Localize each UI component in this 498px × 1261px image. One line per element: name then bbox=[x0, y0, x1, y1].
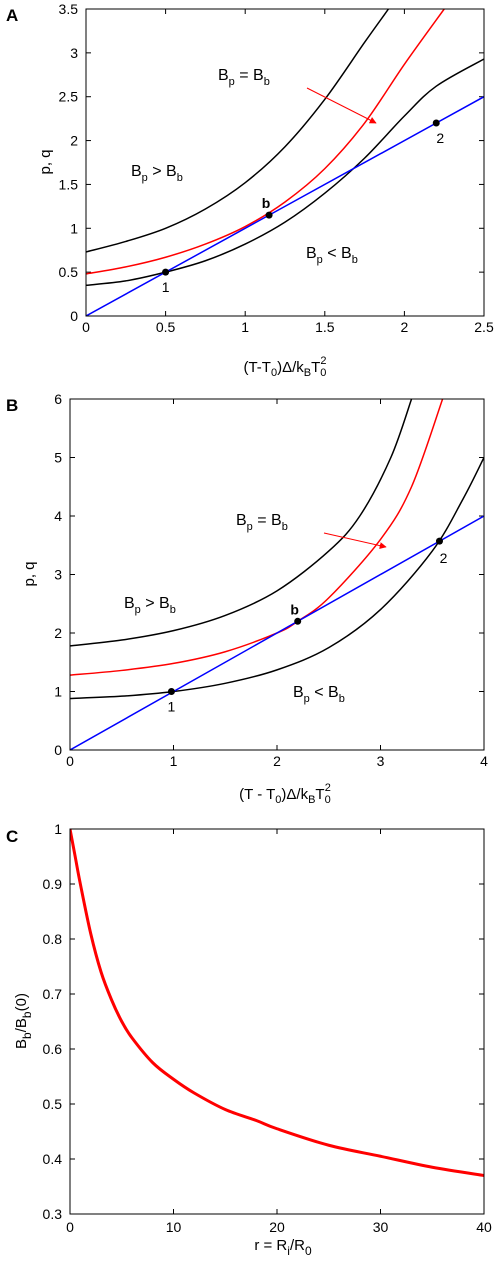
panel-a-xtick-label: 2 bbox=[401, 319, 409, 335]
panel-b-annotation-less: Bp < Bb bbox=[293, 684, 345, 705]
panel-b-series-line-1 bbox=[70, 457, 484, 700]
panel-b: B 0 1 2 3 4 0 1 2 3 4 5 6 1 b 2 p, q (T - T0)Δ/kBT02 B… bbox=[6, 391, 488, 806]
panel-a-ylabel: p, q bbox=[37, 149, 54, 174]
panel-b-plot: 0 1 2 3 4 0 1 2 3 4 5 6 1 b 2 bbox=[54, 391, 488, 769]
panel-c-ytick-label: 0.8 bbox=[43, 931, 63, 947]
panel-c-xtick-label: 0 bbox=[66, 1219, 74, 1235]
panel-b-ytick-label: 4 bbox=[54, 508, 62, 524]
panel-a-annotation-equal: Bp = Bb bbox=[218, 67, 270, 88]
panel-a-ytick-label: 1.5 bbox=[59, 176, 79, 192]
panel-a-annotation-less: Bp < Bb bbox=[306, 245, 358, 266]
panel-c-xtick-label: 30 bbox=[373, 1219, 389, 1235]
panel-b-xtick-label: 3 bbox=[377, 753, 385, 769]
panel-b-ytick-label: 3 bbox=[54, 567, 62, 583]
panel-b-ytick-label: 1 bbox=[54, 684, 62, 700]
panel-c-xtick-label: 40 bbox=[476, 1219, 492, 1235]
panel-a-point-label-b: b bbox=[262, 195, 271, 211]
panel-label-c: C bbox=[6, 827, 18, 846]
panel-b-ytick-label: 0 bbox=[54, 742, 62, 758]
panel-a-annotation-greater: Bp > Bb bbox=[131, 163, 183, 184]
panel-b-xtick-label: 1 bbox=[170, 753, 178, 769]
panel-b-xlabel: (T - T0)Δ/kBT02 bbox=[239, 782, 331, 806]
panel-a-xtick-label: 1.5 bbox=[315, 319, 335, 335]
panel-a-frame bbox=[85, 8, 485, 317]
panel-a-series-line-4 bbox=[86, 96, 484, 316]
panel-a-plot: 0 0.5 1 1.5 2 2.5 0 0.5 1 1.5 2 2.5 3 3.5 1 b 2 bbox=[59, 1, 494, 335]
panel-c-ytick-label: 0.5 bbox=[43, 1096, 63, 1112]
panel-b-series-line-4 bbox=[70, 515, 484, 750]
panel-a-ytick-label: 2.5 bbox=[59, 89, 79, 105]
panel-b-point-label-1: 1 bbox=[168, 699, 176, 715]
panel-c-series-line-1 bbox=[70, 829, 484, 1177]
panel-b-point-b bbox=[294, 617, 302, 625]
panel-c-plot: 0 10 20 30 40 0.3 0.4 0.5 0.6 0.7 0.8 0.9 1 bbox=[43, 821, 492, 1235]
panel-b-point-label-b: b bbox=[290, 601, 299, 617]
panel-a-xtick-label: 0.5 bbox=[156, 319, 176, 335]
panel-a-series-line-3 bbox=[86, 9, 390, 253]
panel-c-frame bbox=[69, 828, 485, 1215]
panel-b-xtick-label: 0 bbox=[66, 753, 74, 769]
panel-b-series-line-2 bbox=[70, 399, 444, 676]
panel-c-ylabel: Bb/Bb(0) bbox=[13, 993, 34, 1049]
panel-c-xtick-label: 20 bbox=[269, 1219, 285, 1235]
panel-a-point-b bbox=[265, 211, 273, 219]
panel-b-annotation-greater: Bp > Bb bbox=[124, 595, 176, 616]
panel-a-ytick-label: 0 bbox=[70, 308, 78, 324]
panel-label-b: B bbox=[6, 396, 18, 415]
panel-c-ytick-label: 0.3 bbox=[43, 1206, 63, 1222]
panel-a-ytick-label: 1 bbox=[70, 220, 78, 236]
panel-b-point-2 bbox=[435, 537, 443, 545]
panel-a-point-2 bbox=[432, 119, 440, 127]
panel-b-ylabel: p, q bbox=[21, 561, 38, 586]
panel-b-xtick-label: 4 bbox=[480, 753, 488, 769]
panel-a-xtick-label: 0 bbox=[82, 319, 90, 335]
panel-b-frame bbox=[69, 398, 485, 751]
panel-b-ytick-label: 6 bbox=[54, 391, 62, 407]
panel-a-ytick-label: 2 bbox=[70, 133, 78, 149]
panel-c-xtick-label: 10 bbox=[166, 1219, 182, 1235]
panel-a-ytick-label: 3.5 bbox=[59, 1, 79, 17]
panel-a-point-1 bbox=[162, 268, 170, 276]
panel-b-arrow bbox=[323, 532, 387, 550]
panel-a-point-label-2: 2 bbox=[436, 130, 444, 146]
panel-c-xlabel: r = Ri/R0 bbox=[254, 1237, 312, 1258]
panel-c-ytick-label: 0.6 bbox=[43, 1041, 63, 1057]
panel-a-xlabel: (T-T0)Δ/kBT02 bbox=[243, 355, 326, 379]
panel-c-ytick-label: 1 bbox=[54, 821, 62, 837]
panel-a: A 0 0.5 1 1.5 2 2.5 0 0.5 1 1.5 2 2.5 3 3.5 1 b 2 p, q (… bbox=[6, 1, 494, 379]
panel-b-point-label-2: 2 bbox=[440, 550, 448, 566]
panel-b-point-1 bbox=[167, 688, 175, 695]
panel-label-a: A bbox=[6, 6, 18, 25]
panel-a-series-line-1 bbox=[86, 58, 484, 287]
panel-a-arrow bbox=[306, 87, 377, 124]
panel-a-ytick-label: 3 bbox=[70, 45, 78, 61]
panel-a-xtick-label: 2.5 bbox=[474, 319, 494, 335]
panel-b-xtick-label: 2 bbox=[273, 753, 281, 769]
panel-a-ytick-label: 0.5 bbox=[59, 264, 79, 280]
panel-b-ytick-label: 2 bbox=[54, 625, 62, 641]
panel-c-ytick-label: 0.9 bbox=[43, 876, 63, 892]
panel-c-ytick-label: 0.7 bbox=[43, 986, 63, 1002]
panel-b-annotation-equal: Bp = Bb bbox=[236, 512, 288, 533]
panel-c: C 0 10 20 30 40 0.3 0.4 0.5 0.6 0.7 0.8 0.9 1 Bb/Bb(… bbox=[6, 821, 492, 1258]
panel-a-xtick-label: 1 bbox=[241, 319, 249, 335]
panel-a-point-label-1: 1 bbox=[162, 279, 170, 295]
panel-b-series-line-3 bbox=[70, 399, 413, 647]
panel-c-ytick-label: 0.4 bbox=[43, 1151, 63, 1167]
panel-b-ytick-label: 5 bbox=[54, 450, 62, 466]
